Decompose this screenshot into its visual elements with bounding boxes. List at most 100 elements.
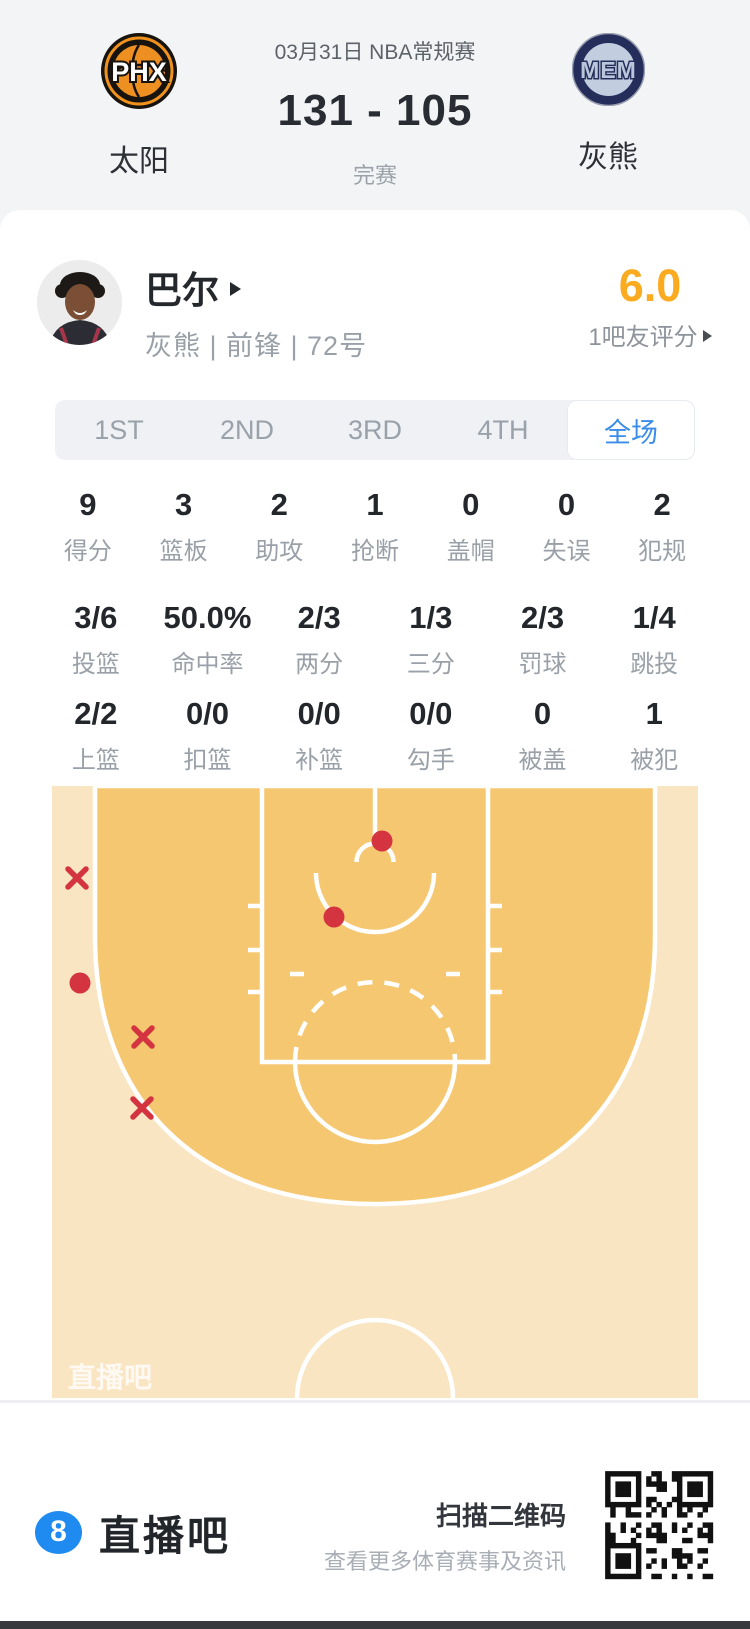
stat-抢断: 1 抢断 — [327, 487, 423, 566]
stat-label: 被犯 — [630, 747, 679, 774]
three-point-line — [92, 783, 658, 1207]
stat-label: 被盖 — [518, 747, 567, 774]
qr-title: 扫描二维码 — [435, 1501, 566, 1531]
stat-命中率: 50.0% 命中率 — [152, 600, 264, 679]
stat-上篮: 2/2 上篮 — [40, 696, 152, 775]
lane-lines — [259, 786, 491, 1065]
tab-1st[interactable]: 1ST — [94, 414, 144, 445]
stat-label: 命中率 — [171, 651, 244, 678]
player-info: 灰熊 | 前锋 | 72号 — [145, 331, 368, 361]
stat-value: 1 — [645, 696, 663, 731]
shot-missed-marker — [65, 866, 89, 890]
lane-hash-marks — [248, 903, 502, 995]
shot-missed-marker — [131, 1025, 155, 1049]
match-date: 03月31日 NBA常规赛 — [274, 41, 476, 64]
stat-label: 助攻 — [255, 538, 304, 565]
phx-abbr: PHX — [111, 57, 167, 87]
rating-value: 6.0 — [618, 260, 682, 311]
stat-失误: 0 失误 — [519, 487, 615, 566]
stat-label: 扣篮 — [183, 747, 232, 774]
tab-4th[interactable]: 4TH — [477, 414, 529, 445]
stat-label: 得分 — [63, 538, 112, 565]
stat-value: 0/0 — [185, 696, 230, 731]
shot-made-marker — [69, 972, 91, 994]
score-area: 03月31日 NBA常规赛 131 - 105 完赛 — [175, 0, 575, 190]
shot-made-marker — [323, 906, 345, 928]
stat-被盖: 0 被盖 — [487, 696, 599, 775]
tab-全场[interactable]: 全场 — [567, 400, 695, 460]
tab-2nd[interactable]: 2ND — [219, 414, 274, 445]
stat-value: 2 — [653, 487, 671, 522]
stat-勾手: 0/0 勾手 — [375, 696, 487, 775]
stat-补篮: 0/0 补篮 — [263, 696, 375, 775]
team-home-name: 太阳 — [109, 145, 169, 178]
zhibo8-logo-icon: 8 — [35, 1510, 82, 1554]
stat-value: 1/3 — [409, 600, 453, 635]
footer-divider — [0, 1400, 750, 1403]
stat-助攻: 2 助攻 — [231, 487, 327, 566]
shot-markers — [65, 830, 393, 1120]
stat-三分: 1/3 三分 — [375, 600, 487, 679]
tab-3rd[interactable]: 3RD — [347, 414, 402, 445]
rating-label: 1吧友评分 — [588, 324, 698, 351]
stat-value: 0/0 — [297, 696, 341, 731]
stat-value: 2 — [270, 487, 288, 522]
stat-value: 1/4 — [632, 600, 676, 635]
stat-value: 0/0 — [409, 696, 453, 731]
shot-missed-marker — [130, 1096, 154, 1120]
stat-value: 2/3 — [520, 600, 565, 635]
stat-label: 跳投 — [630, 651, 679, 678]
stat-label: 犯规 — [638, 538, 687, 565]
match-score: 131 - 105 — [277, 86, 473, 135]
rating-link[interactable]: 1吧友评分 — [588, 317, 712, 352]
stat-label: 上篮 — [71, 747, 120, 774]
court-watermark: 直播吧 — [68, 1362, 152, 1393]
stat-value: 50.0% — [163, 600, 252, 635]
team-home: PHX 太阳 — [49, 32, 229, 180]
stat-被犯: 1 被犯 — [598, 696, 710, 775]
brand-name: 直播吧 — [99, 1513, 231, 1559]
app-brand: 8 直播吧 — [35, 1502, 231, 1562]
stat-罚球: 2/3 罚球 — [487, 600, 599, 679]
stat-value: 2/3 — [297, 600, 341, 635]
stat-value: 0 — [462, 487, 480, 522]
team-away: MEM 灰熊 — [518, 33, 698, 176]
match-status: 完赛 — [352, 163, 397, 188]
player-avatar[interactable] — [37, 260, 122, 345]
stats-row-basic: 9 得分 3 篮板 2 助攻 1 抢断 0 盖帽 0 失误 2 犯规 — [40, 487, 710, 566]
phx-team-logo: PHX — [101, 33, 177, 109]
stat-盖帽: 0 盖帽 — [423, 487, 519, 566]
rating-caret-icon — [702, 329, 712, 342]
stat-value: 9 — [79, 487, 97, 522]
stat-跳投: 1/4 跳投 — [598, 600, 710, 679]
player-rating: 6.0 1吧友评分 — [560, 262, 740, 352]
stat-label: 勾手 — [406, 747, 455, 774]
stat-label: 盖帽 — [446, 538, 495, 565]
mem-team-logo: MEM — [571, 33, 645, 106]
mem-abbr: MEM — [580, 57, 637, 83]
stat-label: 投篮 — [71, 651, 120, 678]
stat-value: 1 — [366, 487, 384, 522]
stat-label: 补篮 — [295, 747, 344, 774]
team-away-name: 灰熊 — [578, 141, 638, 174]
shot-made-marker — [371, 830, 393, 852]
stats-row-shooting: 3/6 投篮 50.0% 命中率 2/3 两分 1/3 三分 2/3 罚球 1/4 跳投 — [40, 600, 710, 679]
player-name-button[interactable]: 巴尔 — [145, 264, 241, 311]
stat-扣篮: 0/0 扣篮 — [152, 696, 264, 775]
stat-label: 失误 — [542, 538, 591, 565]
stat-label: 抢断 — [351, 538, 400, 565]
bottom-edge-bar — [0, 1621, 750, 1629]
stat-label: 两分 — [295, 651, 344, 678]
shot-chart-court: 直播吧 — [52, 783, 698, 1479]
free-throw-circle-bottom — [292, 1061, 458, 1145]
restricted-area-arc — [313, 872, 437, 935]
qr-code-image — [600, 1466, 718, 1584]
stat-label: 罚球 — [518, 651, 567, 678]
court-drawing: 直播吧 — [52, 783, 698, 1479]
stat-篮板: 3 篮板 — [136, 487, 232, 566]
stat-value: 3 — [174, 487, 193, 522]
qr-subtitle: 查看更多体育赛事及资讯 — [323, 1549, 566, 1574]
qr-caption: 扫描二维码 查看更多体育赛事及资讯 — [300, 1496, 566, 1576]
stat-value: 2/2 — [74, 696, 118, 731]
stat-label: 三分 — [406, 651, 455, 678]
